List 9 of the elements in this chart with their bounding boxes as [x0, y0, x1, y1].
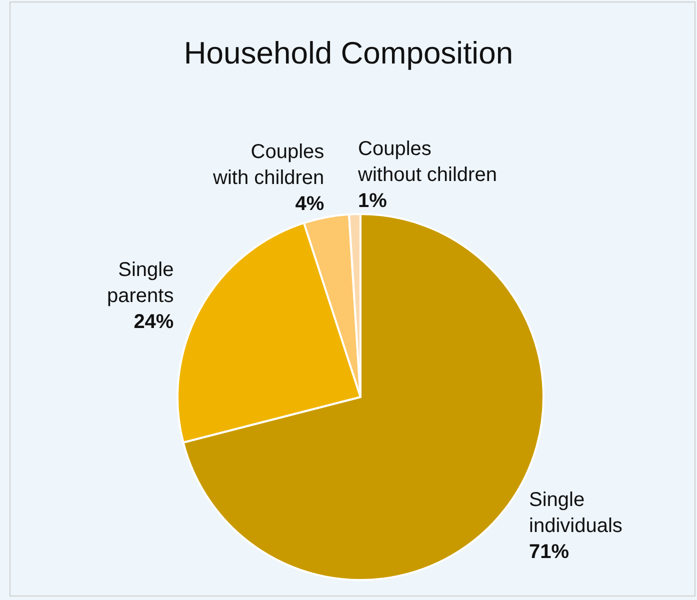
slice-label: Single individuals — [529, 489, 622, 537]
slice-label: Couples without children — [357, 138, 497, 186]
slice-label: Couples with children — [212, 141, 324, 189]
slice-label: Single parents — [107, 259, 174, 307]
data-label: 24% — [134, 311, 174, 333]
data-label: 71% — [529, 541, 570, 563]
data-label: 1% — [358, 190, 388, 212]
chart-title: Household Composition — [184, 36, 514, 71]
data-label: 4% — [295, 193, 324, 215]
